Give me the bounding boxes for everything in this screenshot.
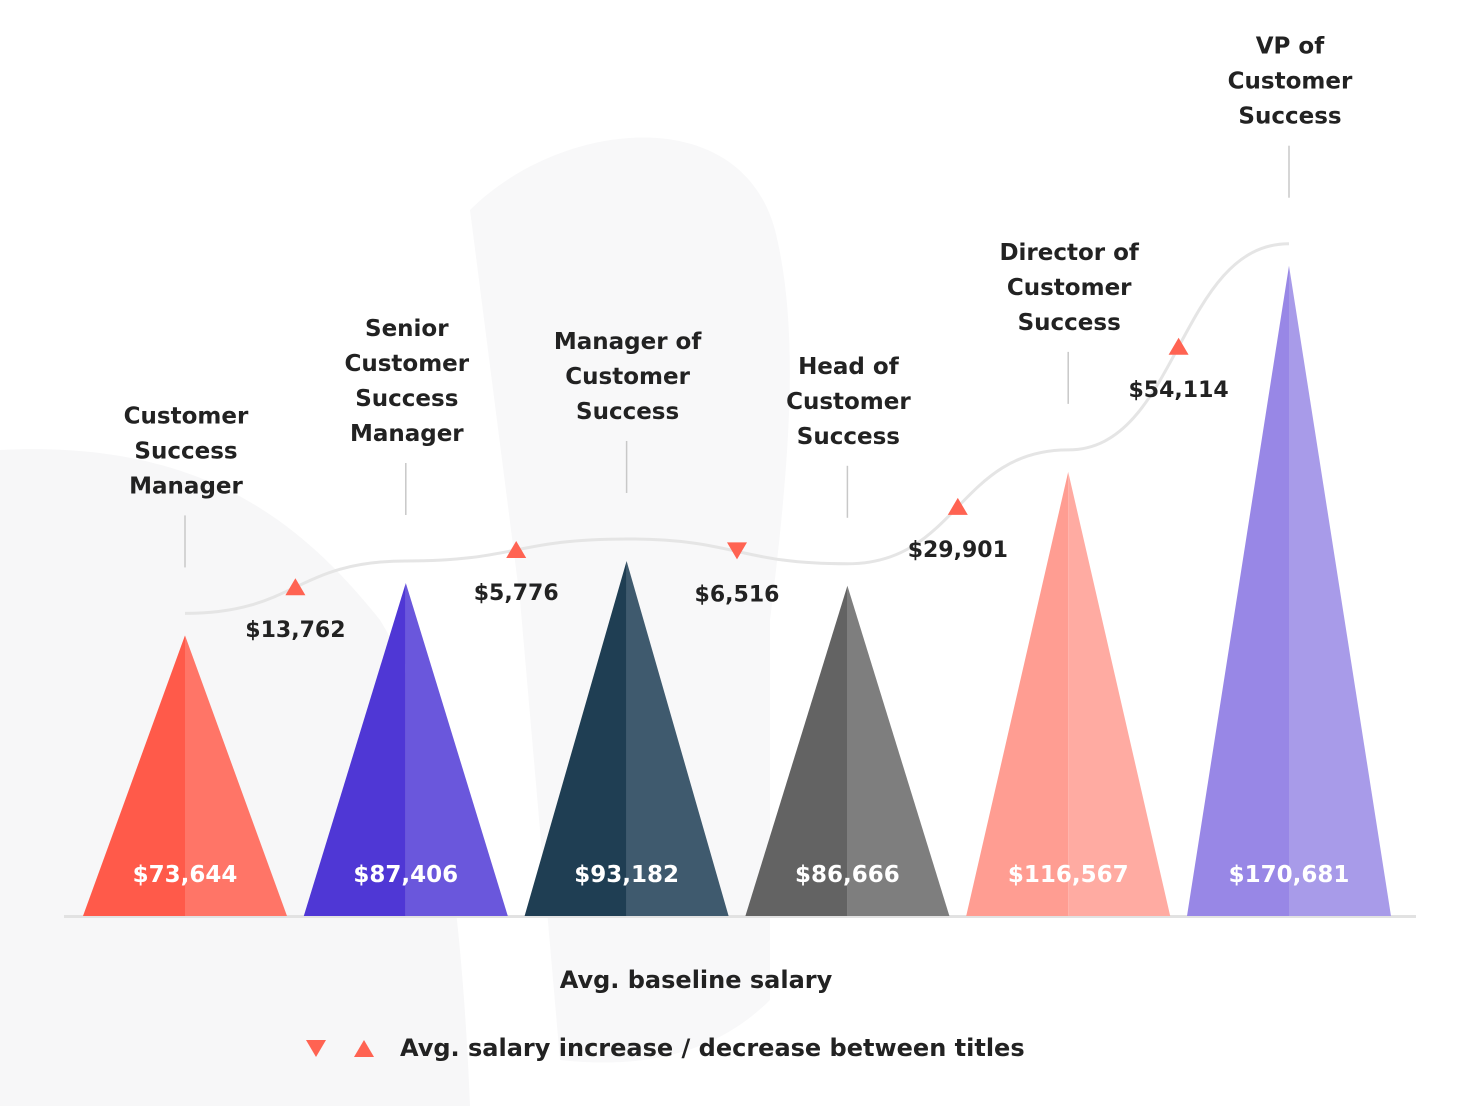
peak-bar: [524, 560, 729, 916]
triangle-down-icon: [727, 542, 747, 560]
value-label: $86,666: [795, 862, 900, 888]
peak-bar-right: [405, 582, 508, 916]
triangle-up-icon: [506, 540, 527, 558]
peak-bar-right: [626, 560, 729, 916]
triangle-up-icon: [947, 497, 968, 515]
category-label: Senior Customer Success Manager: [344, 316, 469, 447]
peak-bar: [745, 585, 950, 916]
peak-bar-left: [1187, 265, 1289, 916]
value-label: $170,681: [1229, 862, 1350, 888]
peak-bar: [966, 471, 1171, 916]
category-label: Director of Customer Success: [999, 240, 1139, 336]
value-label: $116,567: [1008, 862, 1129, 888]
category-label: VP of Customer Success: [1228, 34, 1353, 130]
x-axis-label: Avg. baseline salary: [559, 966, 833, 994]
triangle-up-icon: [285, 578, 306, 596]
peak-bar-left: [524, 560, 627, 916]
value-label: $93,182: [574, 862, 679, 888]
category-label: Customer Success Manager: [124, 403, 249, 499]
triangle-down-icon: [306, 1039, 326, 1057]
peak-bar-right: [1289, 265, 1391, 916]
legend: Avg. salary increase / decrease between …: [300, 1030, 1025, 1066]
category-label: Head of Customer Success: [786, 354, 911, 450]
value-label: $73,644: [133, 862, 238, 888]
category-label: Manager of Customer Success: [554, 329, 703, 425]
peak-bar-left: [83, 635, 185, 916]
change-label: $13,762: [245, 618, 345, 643]
trend-curve: [184, 242, 1290, 615]
change-label: $54,114: [1128, 378, 1228, 403]
peak-bar-right: [1068, 471, 1171, 916]
peak-bar-right: [847, 585, 950, 916]
change-label: $6,516: [695, 582, 780, 607]
peak-bar-left: [966, 471, 1069, 916]
peak-bar-left: [745, 585, 848, 916]
triangle-up-icon: [1168, 337, 1189, 355]
peak-bar-left: [303, 582, 406, 916]
peak-bar: [83, 635, 287, 916]
peak-bar-right: [185, 635, 287, 916]
change-label: $5,776: [474, 581, 559, 606]
legend-label: Avg. salary increase / decrease between …: [400, 1034, 1025, 1062]
triangle-up-icon: [354, 1039, 374, 1057]
change-label: $29,901: [908, 538, 1008, 563]
value-label: $87,406: [353, 862, 458, 888]
peak-bar: [303, 582, 508, 916]
peak-bar: [1187, 265, 1391, 916]
